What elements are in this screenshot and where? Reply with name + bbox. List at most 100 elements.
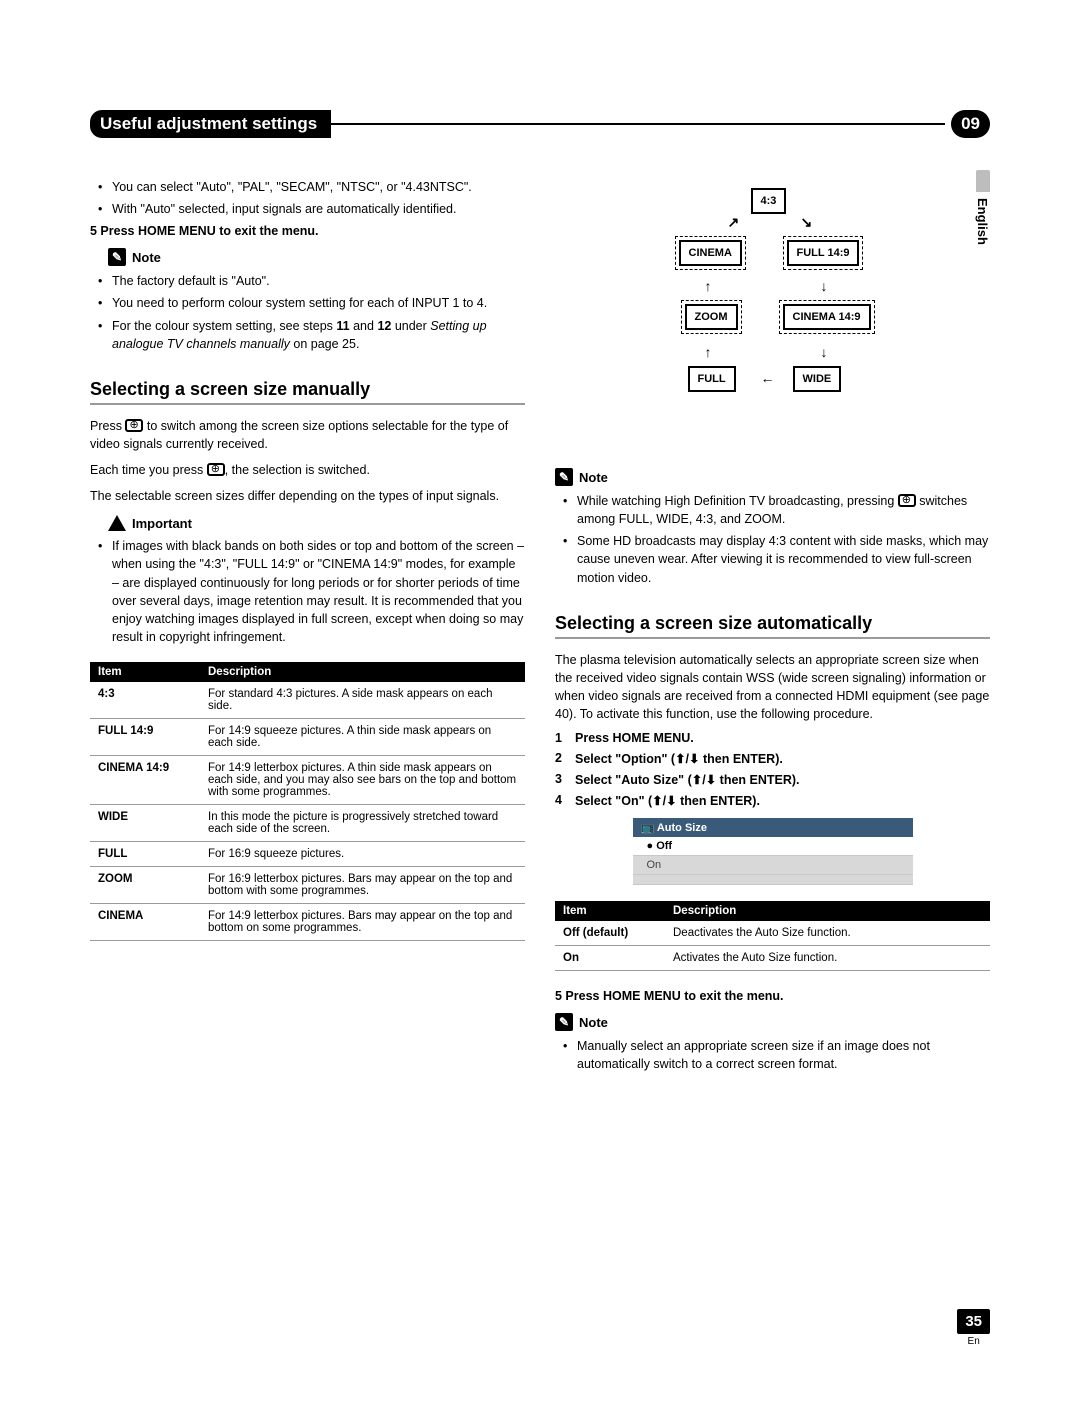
note-bullets: While watching High Definition TV broadc… <box>555 492 990 587</box>
chapter-rule <box>327 123 945 125</box>
diagram-node: WIDE <box>793 366 842 392</box>
body-paragraph: The plasma television automatically sele… <box>555 651 990 724</box>
step: Select "On" (⬆/⬇ then ENTER). <box>555 793 990 808</box>
important-bullets: If images with black bands on both sides… <box>90 537 525 646</box>
procedure-steps: Press HOME MENU. Select "Option" (⬆/⬇ th… <box>555 731 990 808</box>
note-bullet: Manually select an appropriate screen si… <box>567 1037 990 1073</box>
table-cell: FULL <box>90 842 200 867</box>
table-cell: For 14:9 letterbox pictures. Bars may ap… <box>200 904 525 941</box>
note-bullet: Some HD broadcasts may display 4:3 conte… <box>567 532 990 586</box>
table-row: CINEMAFor 14:9 letterbox pictures. Bars … <box>90 904 525 941</box>
note-label: Note <box>579 470 608 485</box>
pencil-icon: ✎ <box>555 1013 573 1031</box>
page-lang: En <box>957 1336 990 1347</box>
table-header: Item <box>90 662 200 682</box>
table-cell: In this mode the picture is progressivel… <box>200 805 525 842</box>
diagram-node: 4:3 <box>751 188 787 214</box>
chapter-number: 09 <box>951 110 990 138</box>
table-cell: 4:3 <box>90 682 200 719</box>
arrow-icon: ↑ <box>705 344 712 360</box>
table-row: ZOOMFor 16:9 letterbox pictures. Bars ma… <box>90 867 525 904</box>
table-cell: For standard 4:3 pictures. A side mask a… <box>200 682 525 719</box>
step-5: 5 Press HOME MENU to exit the menu. <box>90 224 525 238</box>
warning-icon <box>108 515 126 531</box>
diagram-node: FULL <box>688 366 736 392</box>
diagram-node: CINEMA 14:9 <box>783 304 871 330</box>
arrow-icon: ↑ <box>705 278 712 294</box>
pencil-icon: ✎ <box>108 248 126 266</box>
note-label: Note <box>579 1015 608 1030</box>
chapter-title: Useful adjustment settings <box>90 110 331 138</box>
arrow-icon: ↗ <box>728 214 740 231</box>
important-header: Important <box>108 515 525 531</box>
note-label: Note <box>132 250 161 265</box>
note-header: ✎ Note <box>108 248 525 266</box>
arrow-icon: ↘ <box>801 214 813 231</box>
intro-bullets: You can select "Auto", "PAL", "SECAM", "… <box>90 178 525 218</box>
note-bullet: For the colour system setting, see steps… <box>102 317 525 353</box>
body-paragraph: Press to switch among the screen size op… <box>90 417 525 453</box>
table-cell: WIDE <box>90 805 200 842</box>
osd-menu-item: On <box>633 856 913 875</box>
note-bullet: The factory default is "Auto". <box>102 272 525 290</box>
arrow-icon: ← <box>761 370 775 386</box>
left-column: You can select "Auto", "PAL", "SECAM", "… <box>90 178 525 1079</box>
intro-bullet: With "Auto" selected, input signals are … <box>102 200 525 218</box>
osd-menu-item: Off <box>633 837 913 856</box>
note-bullets: The factory default is "Auto". You need … <box>90 272 525 353</box>
table-row: FULL 14:9For 14:9 squeeze pictures. A th… <box>90 719 525 756</box>
table-row: FULLFor 16:9 squeeze pictures. <box>90 842 525 867</box>
table-header: Item <box>555 901 665 921</box>
table-cell: ZOOM <box>90 867 200 904</box>
osd-menu-title: 📺 Auto Size <box>633 818 913 837</box>
table-header: Description <box>200 662 525 682</box>
table-cell: Deactivates the Auto Size function. <box>665 921 990 946</box>
table-header: Description <box>665 901 990 921</box>
page-number-value: 35 <box>957 1309 990 1334</box>
table-row: 4:3For standard 4:3 pictures. A side mas… <box>90 682 525 719</box>
osd-menu-empty <box>633 875 913 885</box>
step: Press HOME MENU. <box>555 731 990 745</box>
screen-size-diagram: 4:3 ↗ ↘ CINEMA FULL 14:9 ↑ ↓ ZOOM CINEMA… <box>633 188 913 448</box>
table-cell: For 14:9 letterbox pictures. A thin side… <box>200 756 525 805</box>
important-label: Important <box>132 516 192 531</box>
screen-size-icon <box>125 419 143 432</box>
table-cell: CINEMA <box>90 904 200 941</box>
arrow-icon: ↓ <box>821 344 828 360</box>
table-row: Off (default)Deactivates the Auto Size f… <box>555 921 990 946</box>
screen-size-table: Item Description 4:3For standard 4:3 pic… <box>90 662 525 941</box>
body-paragraph: Each time you press , the selection is s… <box>90 461 525 479</box>
note-header: ✎ Note <box>555 1013 990 1031</box>
section-heading-manual: Selecting a screen size manually <box>90 379 525 405</box>
page-number: 35 En <box>957 1309 990 1347</box>
table-cell: On <box>555 946 665 971</box>
intro-bullet: You can select "Auto", "PAL", "SECAM", "… <box>102 178 525 196</box>
right-column: 4:3 ↗ ↘ CINEMA FULL 14:9 ↑ ↓ ZOOM CINEMA… <box>555 178 990 1079</box>
step: Select "Option" (⬆/⬇ then ENTER). <box>555 751 990 766</box>
step: Select "Auto Size" (⬆/⬇ then ENTER). <box>555 772 990 787</box>
body-paragraph: The selectable screen sizes differ depen… <box>90 487 525 505</box>
table-row: OnActivates the Auto Size function. <box>555 946 990 971</box>
diagram-node: ZOOM <box>685 304 738 330</box>
note-bullet: While watching High Definition TV broadc… <box>567 492 990 528</box>
table-cell: For 16:9 squeeze pictures. <box>200 842 525 867</box>
diagram-node: CINEMA <box>679 240 742 266</box>
table-cell: CINEMA 14:9 <box>90 756 200 805</box>
note-header: ✎ Note <box>555 468 990 486</box>
screen-size-icon <box>207 463 225 476</box>
language-tab: English <box>975 170 990 245</box>
autosize-table: Item Description Off (default)Deactivate… <box>555 901 990 971</box>
screen-size-icon <box>898 494 916 507</box>
table-cell: FULL 14:9 <box>90 719 200 756</box>
note-bullets: Manually select an appropriate screen si… <box>555 1037 990 1073</box>
table-row: CINEMA 14:9For 14:9 letterbox pictures. … <box>90 756 525 805</box>
step-5: 5 Press HOME MENU to exit the menu. <box>555 989 990 1003</box>
arrow-icon: ↓ <box>821 278 828 294</box>
chapter-header: Useful adjustment settings 09 <box>90 110 990 138</box>
table-cell: For 14:9 squeeze pictures. A thin side m… <box>200 719 525 756</box>
osd-menu: 📺 Auto Size Off On <box>633 818 913 885</box>
language-tab-label: English <box>975 198 990 245</box>
table-row: WIDEIn this mode the picture is progress… <box>90 805 525 842</box>
table-cell: Off (default) <box>555 921 665 946</box>
section-heading-auto: Selecting a screen size automatically <box>555 613 990 639</box>
